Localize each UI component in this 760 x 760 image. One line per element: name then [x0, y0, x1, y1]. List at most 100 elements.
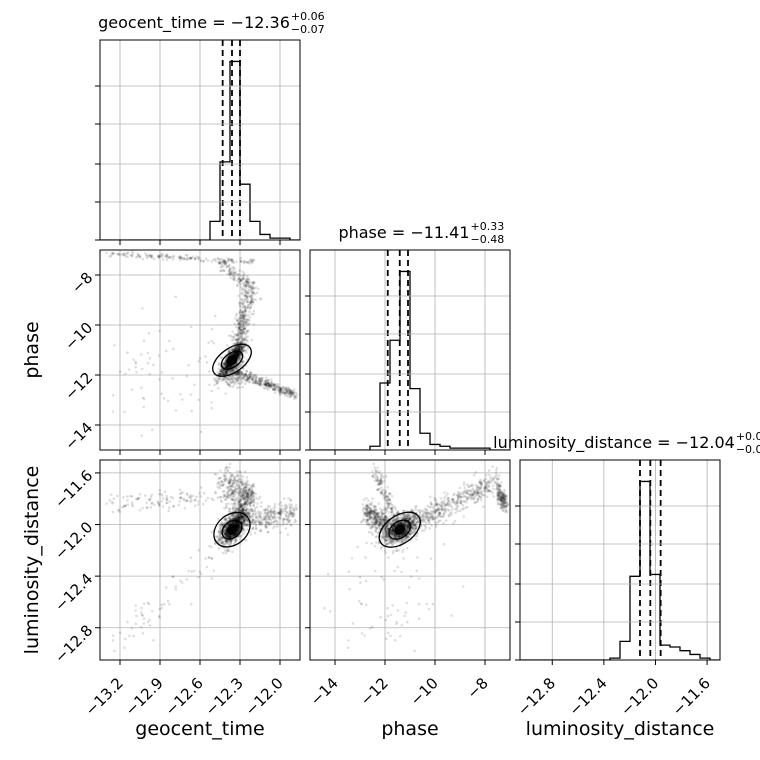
sample-point — [367, 530, 371, 534]
sample-point — [252, 504, 256, 507]
sample-point — [246, 340, 249, 343]
sample-point — [287, 520, 291, 524]
sample-point — [124, 254, 127, 258]
sample-point — [112, 252, 116, 255]
sample-point — [224, 366, 228, 369]
sample-point — [138, 254, 141, 258]
sample-point — [233, 499, 237, 503]
sample-point — [237, 491, 241, 495]
sample-point — [222, 490, 225, 493]
sample-point — [223, 521, 227, 525]
sample-point — [222, 369, 225, 372]
sample-point — [232, 266, 235, 269]
sample-point — [237, 351, 240, 355]
sample-point — [269, 514, 273, 517]
sample-point — [279, 513, 282, 516]
sample-point — [235, 521, 238, 525]
sample-point — [132, 358, 135, 362]
sample-point — [269, 510, 273, 513]
sample-point — [243, 505, 247, 509]
sample-point — [263, 511, 266, 515]
sample-point — [237, 327, 241, 331]
sample-point — [274, 385, 277, 388]
sample-point — [227, 515, 231, 518]
sample-point — [255, 515, 259, 519]
sample-point — [235, 318, 239, 322]
sample-point — [395, 536, 398, 539]
sample-point — [181, 581, 184, 584]
sample-point — [245, 476, 248, 479]
sample-point — [239, 305, 242, 309]
sample-point — [233, 493, 237, 497]
sample-point — [221, 368, 225, 372]
sample-point — [289, 506, 292, 510]
sample-point — [236, 487, 239, 491]
sample-point — [158, 255, 161, 259]
sample-point — [243, 349, 246, 353]
sample-point — [226, 541, 229, 544]
sample-point — [248, 378, 251, 381]
sample-point — [230, 369, 234, 373]
sample-point — [283, 392, 287, 395]
sample-point — [235, 347, 238, 350]
sample-point — [279, 391, 282, 395]
sample-point — [216, 486, 220, 489]
sample-point — [234, 346, 238, 350]
sample-point — [237, 345, 241, 349]
sample-point — [252, 381, 255, 385]
sample-point — [230, 521, 234, 525]
sample-point — [240, 379, 243, 382]
sample-point — [249, 286, 253, 290]
sample-point — [222, 543, 226, 547]
sample-point — [287, 519, 291, 522]
sample-point — [234, 521, 238, 525]
sample-point — [160, 603, 163, 607]
sample-point — [231, 335, 234, 339]
sample-point — [231, 374, 235, 378]
sample-point — [123, 372, 127, 375]
sample-point — [225, 365, 228, 369]
sample-point — [130, 254, 134, 257]
sample-point — [245, 378, 249, 382]
sample-point — [147, 254, 151, 258]
sample-point — [237, 347, 240, 350]
sample-point — [226, 534, 229, 537]
sample-point — [217, 481, 220, 484]
sample-point — [225, 365, 229, 368]
sample-point — [226, 479, 230, 483]
sample-point — [239, 516, 243, 519]
sample-point — [241, 347, 244, 351]
sample-point — [150, 610, 154, 613]
sample-point — [233, 542, 237, 545]
sample-point — [245, 279, 248, 282]
sample-point — [231, 498, 234, 502]
sample-point — [238, 505, 241, 509]
sample-point — [236, 355, 240, 359]
plot-area — [310, 250, 510, 450]
sample-point — [248, 512, 251, 516]
sample-point — [231, 266, 234, 269]
sample-point — [225, 366, 228, 369]
sample-point — [232, 278, 235, 281]
sample-point — [224, 363, 227, 367]
sample-point — [206, 259, 210, 262]
sample-point — [230, 514, 234, 517]
sample-point — [237, 326, 240, 329]
sample-point — [219, 269, 223, 273]
sample-point — [239, 325, 243, 329]
sample-point — [275, 522, 279, 526]
sample-point — [169, 495, 173, 499]
sample-point — [249, 495, 252, 499]
sample-point — [116, 494, 119, 498]
sample-point — [254, 374, 258, 377]
sample-point — [236, 346, 240, 350]
sample-point — [258, 515, 262, 518]
sample-point — [219, 262, 222, 265]
sample-point — [292, 391, 296, 394]
sample-point — [227, 535, 230, 539]
sample-point — [223, 532, 226, 536]
sample-point — [187, 569, 190, 573]
sample-point — [242, 491, 246, 495]
sample-point — [239, 344, 243, 348]
sample-point — [246, 493, 249, 496]
